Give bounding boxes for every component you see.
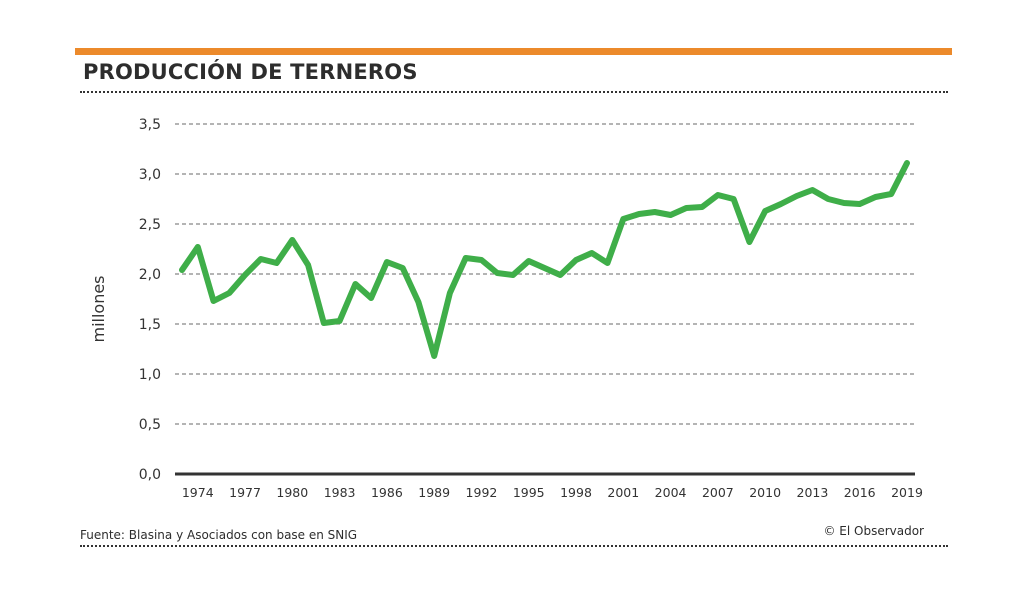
- x-tick-label: 1998: [560, 485, 592, 500]
- x-tick-label: 1986: [371, 485, 403, 500]
- footer-divider: [80, 545, 948, 547]
- x-tick-label: 1995: [513, 485, 545, 500]
- x-tick-label: 2019: [891, 485, 923, 500]
- y-tick-label: 3,0: [139, 167, 161, 183]
- y-tick-label: 0,0: [139, 467, 161, 483]
- y-tick-label: 0,5: [139, 417, 161, 433]
- accent-bar: [75, 48, 952, 55]
- x-tick-label: 1989: [418, 485, 450, 500]
- y-tick-label: 1,5: [139, 317, 161, 333]
- grid-lines: [175, 123, 915, 425]
- series-group: [179, 160, 910, 359]
- x-tick-label: 1977: [229, 485, 261, 500]
- y-tick-label: 3,5: [139, 117, 161, 133]
- y-tick-label: 1,0: [139, 367, 161, 383]
- x-tick-label: 1974: [182, 485, 214, 500]
- x-axis-ticks: 1974 1977 1980 1983 1986 1989 1992 1995 1998 2001…: [182, 485, 923, 500]
- y-tick-label: 2,0: [139, 267, 161, 283]
- series-line: [179, 160, 910, 359]
- title-divider: [80, 91, 948, 93]
- source-note: Fuente: Blasina y Asociados con base en …: [80, 528, 358, 542]
- y-axis-ticks: 0,0 0,5 1,0 1,5 2,0 2,5 3,0 3,5: [139, 117, 161, 483]
- x-tick-label: 1980: [276, 485, 308, 500]
- y-tick-label: 2,5: [139, 217, 161, 233]
- x-tick-label: 2007: [702, 485, 734, 500]
- chart-title: PRODUCCIÓN DE TERNEROS: [83, 60, 418, 84]
- x-tick-label: 2001: [607, 485, 639, 500]
- y-axis-label: millones: [89, 275, 108, 342]
- x-tick-label: 1983: [324, 485, 356, 500]
- x-tick-label: 2016: [844, 485, 876, 500]
- x-tick-label: 1992: [466, 485, 498, 500]
- x-tick-label: 2013: [797, 485, 829, 500]
- x-tick-label: 2004: [655, 485, 687, 500]
- copyright-credit: © El Observador: [823, 524, 924, 538]
- x-tick-label: 2010: [749, 485, 781, 500]
